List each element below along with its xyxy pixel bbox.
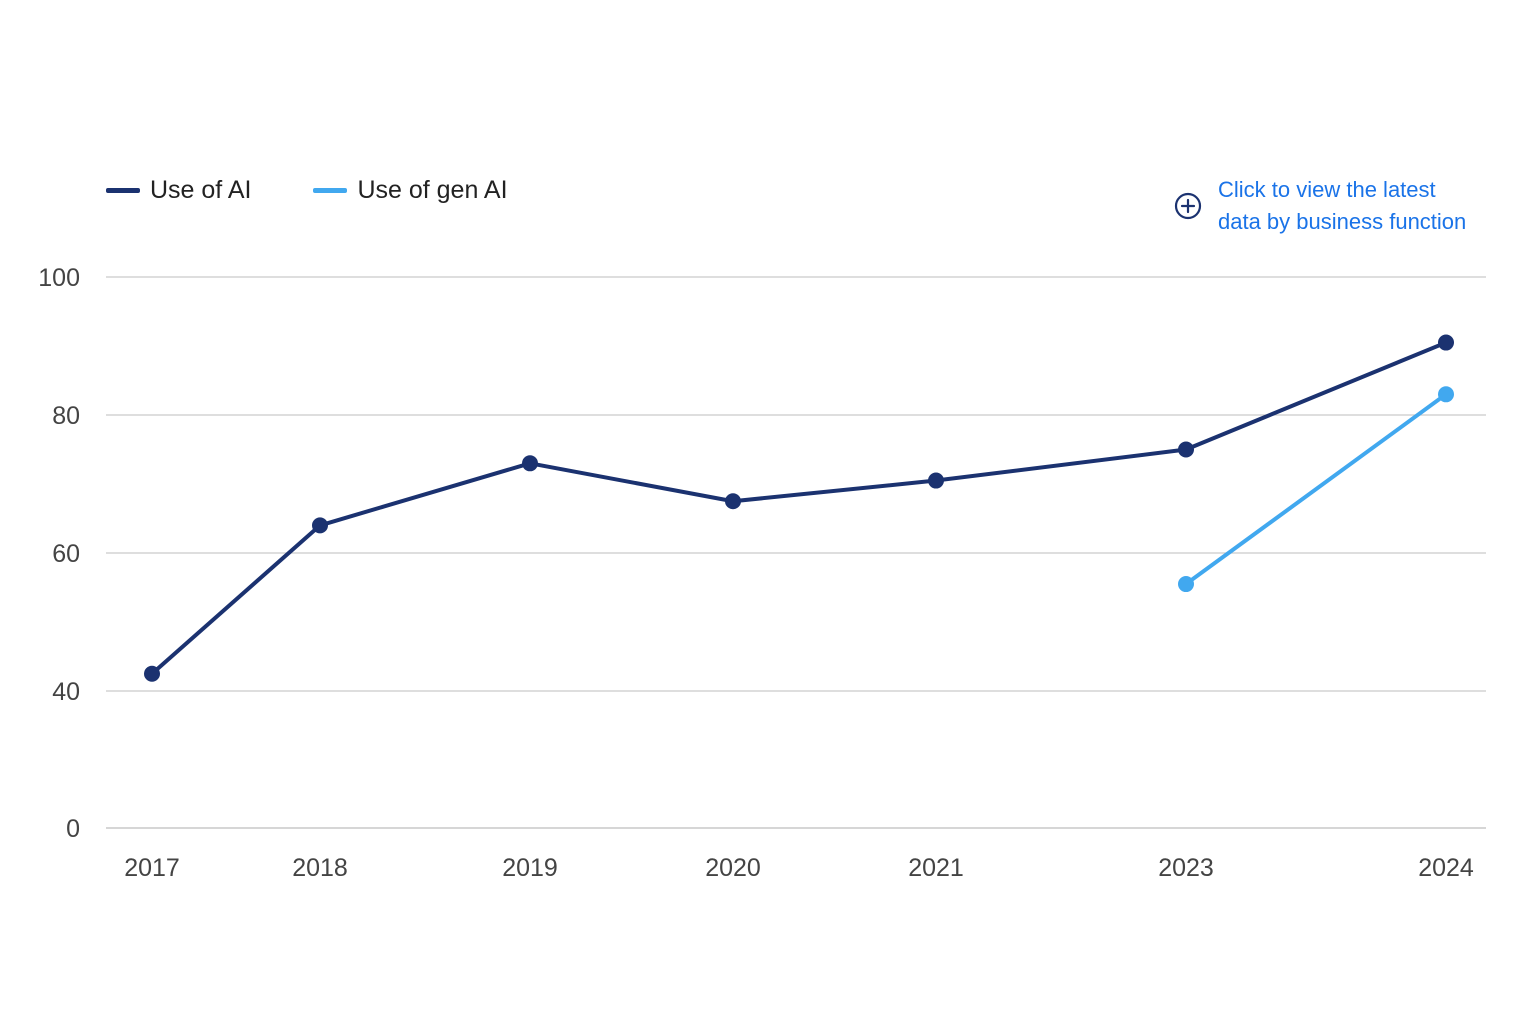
gridlines: [106, 276, 1486, 829]
legend-swatch-use-of-gen-ai: [313, 188, 348, 193]
legend-label-use-of-gen-ai: Use of gen AI: [357, 176, 508, 204]
series-line-1: [1184, 392, 1448, 587]
x-tick-label: 2024: [1418, 854, 1474, 882]
x-axis-ticks: 2017 2018 2019 2020 2021 2023 2024: [124, 854, 1474, 882]
series-line-0: [150, 340, 1448, 676]
y-tick-label: 80: [52, 402, 80, 430]
data-point[interactable]: [144, 665, 160, 682]
x-tick-label: 2017: [124, 854, 180, 882]
y-tick-label: 0: [66, 815, 80, 843]
data-point[interactable]: [312, 517, 328, 534]
y-tick-label: 40: [52, 678, 80, 706]
y-tick-label: 60: [52, 540, 80, 568]
data-point[interactable]: [928, 472, 944, 489]
legend-label-use-of-ai: Use of AI: [150, 176, 252, 204]
data-point[interactable]: [522, 455, 538, 472]
data-point[interactable]: [1438, 334, 1454, 351]
legend: Use of AI Use of gen AI: [106, 176, 508, 205]
legend-item-use-of-gen-ai[interactable]: Use of gen AI: [313, 176, 508, 205]
y-axis-ticks: 0 40 60 80 100: [38, 264, 80, 843]
data-point[interactable]: [1178, 576, 1194, 593]
data-point[interactable]: [1178, 441, 1194, 458]
plus-circle-icon[interactable]: [1174, 192, 1202, 220]
y-tick-label: 100: [38, 264, 80, 292]
series-points: [144, 334, 1454, 682]
series-lines: [150, 340, 1448, 676]
x-tick-label: 2018: [292, 854, 348, 882]
cta-line-2[interactable]: data by business function: [1218, 209, 1467, 234]
x-tick-label: 2021: [908, 854, 964, 882]
x-tick-label: 2020: [705, 854, 761, 882]
cta-line-1[interactable]: Click to view the latest: [1218, 177, 1436, 202]
data-point[interactable]: [725, 493, 741, 510]
data-point[interactable]: [1438, 386, 1454, 403]
view-latest-data-text[interactable]: Click to view the latest data by busines…: [1218, 174, 1518, 238]
legend-item-use-of-ai[interactable]: Use of AI: [106, 176, 251, 205]
x-tick-label: 2019: [502, 854, 558, 882]
x-tick-label: 2023: [1158, 854, 1214, 882]
view-latest-data-link[interactable]: Click to view the latest data by busines…: [1174, 174, 1518, 238]
legend-swatch-use-of-ai: [106, 188, 140, 193]
